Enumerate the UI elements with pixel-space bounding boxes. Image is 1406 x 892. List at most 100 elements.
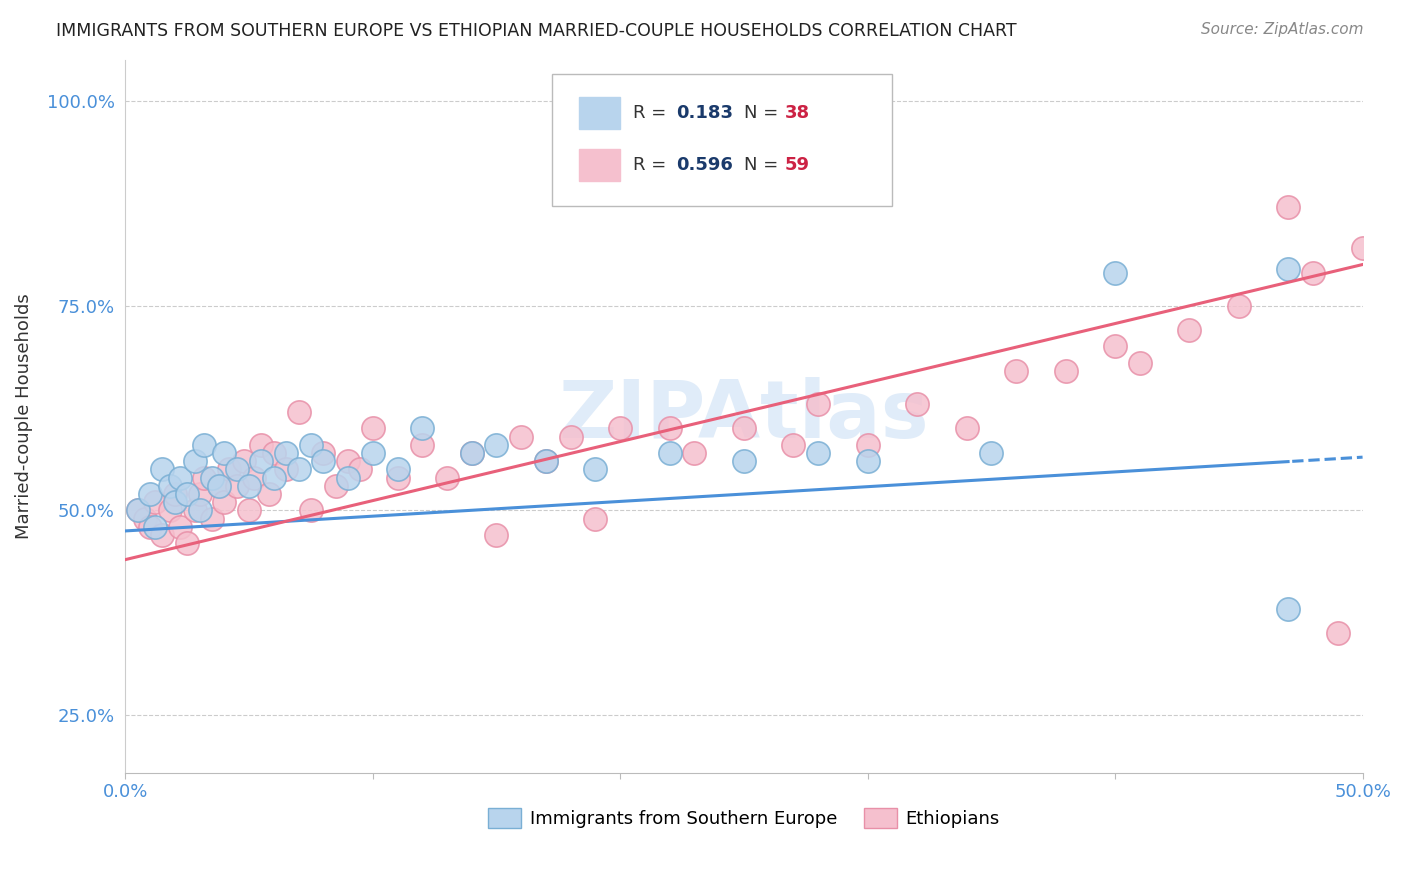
Point <box>263 446 285 460</box>
Point <box>176 487 198 501</box>
Point <box>257 487 280 501</box>
Point <box>337 454 360 468</box>
Point <box>299 503 322 517</box>
Point <box>1277 602 1299 616</box>
Point <box>243 470 266 484</box>
Point <box>208 479 231 493</box>
Point <box>201 470 224 484</box>
Text: N =: N = <box>744 156 785 174</box>
Point <box>287 405 309 419</box>
Point <box>411 421 433 435</box>
Point <box>658 421 681 435</box>
Point <box>349 462 371 476</box>
Point <box>956 421 979 435</box>
Point <box>510 430 533 444</box>
Legend: Immigrants from Southern Europe, Ethiopians: Immigrants from Southern Europe, Ethiopi… <box>481 801 1007 835</box>
Bar <box>579 97 620 128</box>
Point <box>143 495 166 509</box>
Point <box>461 446 484 460</box>
Point <box>201 511 224 525</box>
Point <box>411 438 433 452</box>
Point <box>134 511 156 525</box>
Text: 0.183: 0.183 <box>676 104 733 122</box>
Point <box>1104 339 1126 353</box>
Point <box>585 511 607 525</box>
Point <box>325 479 347 493</box>
Point <box>1054 364 1077 378</box>
Point <box>214 446 236 460</box>
FancyBboxPatch shape <box>553 74 893 206</box>
Text: ZIPAtlas: ZIPAtlas <box>558 377 929 455</box>
Text: 0.596: 0.596 <box>676 156 733 174</box>
Point <box>658 446 681 460</box>
Point <box>485 528 508 542</box>
Text: R =: R = <box>633 104 672 122</box>
Point <box>1129 356 1152 370</box>
Point <box>225 462 247 476</box>
Point <box>139 520 162 534</box>
Point <box>139 487 162 501</box>
Point <box>387 462 409 476</box>
Point <box>250 438 273 452</box>
Point <box>534 454 557 468</box>
Point <box>193 470 215 484</box>
Point <box>1277 200 1299 214</box>
Point <box>250 454 273 468</box>
Point <box>152 462 174 476</box>
Y-axis label: Married-couple Households: Married-couple Households <box>15 293 32 539</box>
Point <box>238 479 260 493</box>
Text: R =: R = <box>633 156 672 174</box>
Point <box>461 446 484 460</box>
Point <box>905 397 928 411</box>
Point <box>163 495 186 509</box>
Point <box>387 470 409 484</box>
Text: Source: ZipAtlas.com: Source: ZipAtlas.com <box>1201 22 1364 37</box>
Point <box>733 421 755 435</box>
Point <box>312 446 335 460</box>
Point <box>312 454 335 468</box>
Point <box>683 446 706 460</box>
Point <box>176 536 198 550</box>
Point <box>163 487 186 501</box>
Point <box>188 487 211 501</box>
Text: 59: 59 <box>785 156 810 174</box>
Point <box>1104 266 1126 280</box>
Point <box>193 438 215 452</box>
Point <box>159 479 181 493</box>
Point <box>276 446 298 460</box>
Text: IMMIGRANTS FROM SOUTHERN EUROPE VS ETHIOPIAN MARRIED-COUPLE HOUSEHOLDS CORRELATI: IMMIGRANTS FROM SOUTHERN EUROPE VS ETHIO… <box>56 22 1017 40</box>
Point <box>560 430 582 444</box>
Point <box>214 495 236 509</box>
Point <box>208 479 231 493</box>
Point <box>169 470 191 484</box>
Point <box>143 520 166 534</box>
Point <box>218 462 240 476</box>
Point <box>807 446 830 460</box>
Point <box>287 462 309 476</box>
Point <box>183 503 205 517</box>
Point <box>169 520 191 534</box>
Point <box>485 438 508 452</box>
Point <box>183 454 205 468</box>
Point <box>152 528 174 542</box>
Point <box>225 479 247 493</box>
Point <box>534 454 557 468</box>
Point <box>188 503 211 517</box>
Point <box>980 446 1002 460</box>
Point <box>127 503 149 517</box>
Point <box>299 438 322 452</box>
Point <box>609 421 631 435</box>
Point <box>159 503 181 517</box>
Point <box>585 462 607 476</box>
Point <box>1277 261 1299 276</box>
Point <box>856 454 879 468</box>
Point <box>733 454 755 468</box>
Point <box>807 397 830 411</box>
Point <box>782 438 804 452</box>
Point <box>233 454 256 468</box>
Point <box>127 503 149 517</box>
Text: N =: N = <box>744 104 785 122</box>
Point <box>1327 626 1350 640</box>
Point <box>276 462 298 476</box>
Point <box>361 446 384 460</box>
